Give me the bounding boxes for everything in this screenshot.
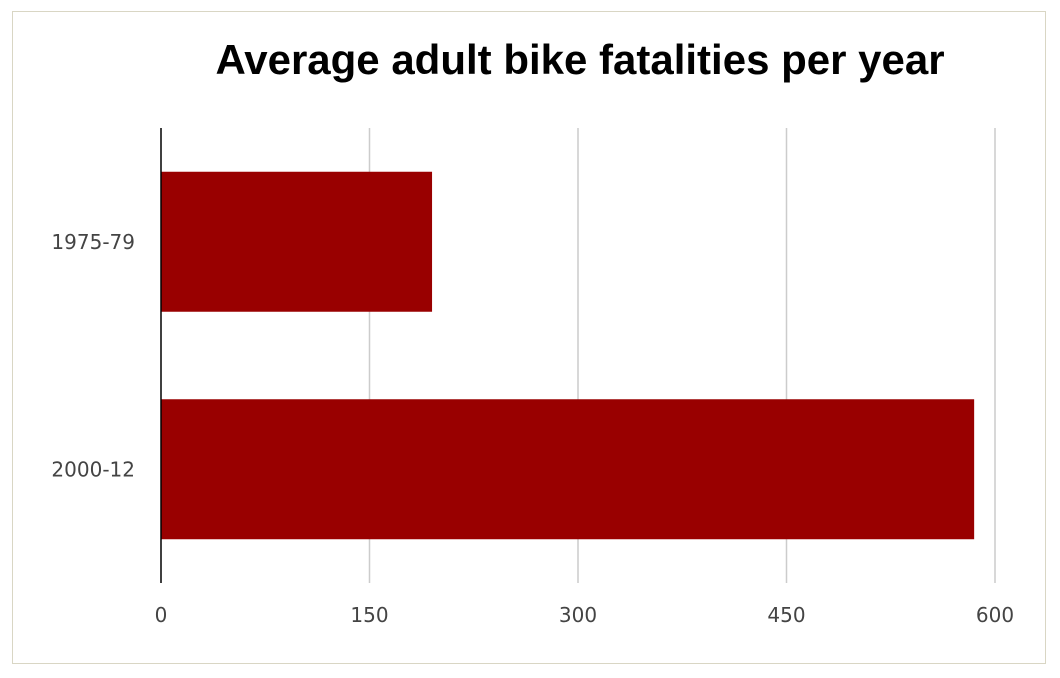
x-tick-label-600: 600 — [976, 603, 1014, 627]
y-category-label-1975-79: 1975-79 — [51, 230, 135, 254]
y-category-label-2000-12: 2000-12 — [51, 457, 135, 481]
bar-2000-12 — [161, 399, 975, 540]
x-tick-label-150: 150 — [350, 603, 388, 627]
x-tick-label-300: 300 — [559, 603, 597, 627]
chart-title: Average adult bike fatalities per year — [215, 36, 945, 83]
x-tick-label-450: 450 — [767, 603, 805, 627]
x-tick-label-0: 0 — [155, 603, 168, 627]
bar-1975-79 — [161, 171, 433, 312]
chart-frame — [12, 11, 1046, 664]
